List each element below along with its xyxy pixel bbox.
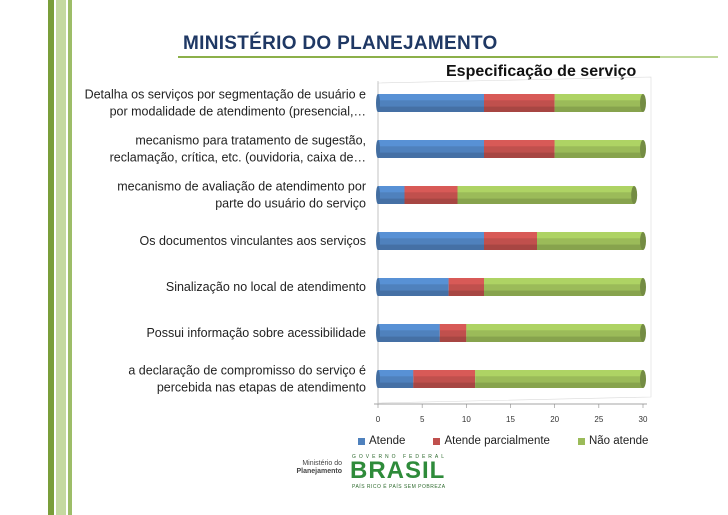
bar-segment-shade — [484, 244, 537, 250]
bar-segment-highlight — [466, 324, 643, 331]
bar-segment-shade — [554, 106, 643, 112]
ministry-line2: Planejamento — [296, 468, 342, 475]
bar-segment-shade — [475, 382, 643, 388]
bar-segment-highlight — [554, 94, 643, 101]
bar-start-cap — [376, 324, 380, 342]
legend-swatch — [577, 437, 585, 445]
bar-segment-shade — [537, 244, 643, 250]
bar-segment-highlight — [448, 278, 484, 285]
bar-end-cap — [640, 94, 646, 112]
category-label: Possui informação sobre acessibilidade — [146, 326, 366, 340]
x-tick-label: 10 — [462, 415, 471, 424]
legend-label: Atende — [369, 435, 406, 447]
bar-segment-shade — [378, 382, 414, 388]
left-stripe-mid — [68, 0, 72, 515]
category-label: reclamação, crítica, etc. (ouvidoria, ca… — [110, 151, 366, 165]
header-divider-light — [660, 56, 718, 58]
bar-segment-highlight — [439, 324, 467, 331]
category-label: a declaração de compromisso do serviço é — [128, 364, 366, 378]
bar-segment-highlight — [475, 370, 643, 377]
left-stripe-dark — [48, 0, 54, 515]
bar-segment-shade — [378, 106, 484, 112]
chart-title: Especificação de serviço — [446, 63, 637, 80]
bar-segment-highlight — [378, 232, 484, 239]
bar-segment-highlight — [484, 94, 555, 101]
legend-swatch — [358, 437, 365, 445]
bar-segment-highlight — [537, 232, 643, 239]
bar-segment-highlight — [378, 94, 484, 101]
bar-segment-shade — [554, 152, 643, 158]
category-label: percebida nas etapas de atendimento — [157, 381, 366, 395]
bar-segment-highlight — [484, 278, 643, 285]
bar-segment-highlight — [484, 140, 555, 147]
x-tick-label: 15 — [506, 415, 515, 424]
bar-end-cap — [640, 232, 646, 250]
brasil-logo: BRASIL — [350, 457, 446, 484]
x-tick-label: 0 — [376, 415, 381, 424]
legend-swatch — [433, 437, 441, 445]
bar-segment-highlight — [378, 140, 484, 147]
bar-segment-highlight — [378, 186, 405, 193]
bar-segment-shade — [413, 382, 476, 388]
bar-segment-shade — [404, 198, 458, 204]
bar-segment-highlight — [484, 232, 537, 239]
bar-start-cap — [376, 370, 380, 388]
x-tick-label: 25 — [594, 415, 603, 424]
header-divider — [178, 56, 718, 58]
bar-segment-highlight — [413, 370, 476, 377]
brasil-slogan: PAÍS RICO É PAÍS SEM POBREZA — [352, 484, 446, 490]
bar-segment-shade — [378, 198, 405, 204]
legend-label: Não atende — [588, 435, 649, 447]
bar-start-cap — [376, 140, 380, 158]
x-tick-label: 20 — [550, 415, 559, 424]
bar-segment-highlight — [378, 278, 449, 285]
bar-end-cap — [640, 324, 646, 342]
left-stripe-light — [56, 0, 66, 515]
bar-segment-shade — [457, 198, 635, 204]
category-label: por modalidade de atendimento (presencia… — [110, 105, 366, 119]
category-label: parte do usuário do serviço — [215, 197, 366, 211]
bar-segment-shade — [378, 336, 440, 342]
bar-segment-highlight — [554, 140, 643, 147]
bar-segment-shade — [448, 290, 484, 296]
category-label: mecanismo de avaliação de atendimento po… — [117, 180, 366, 194]
bar-segment-highlight — [378, 370, 414, 377]
category-label: Os documentos vinculantes aos serviços — [140, 234, 367, 248]
ministry-line1: Ministério do — [302, 460, 342, 467]
legend-item: Não atende — [577, 435, 649, 447]
ministry-logo-text: Ministério do Planejamento — [292, 460, 342, 476]
bar-segment-shade — [439, 336, 467, 342]
bar-segment-shade — [378, 152, 484, 158]
bar-segment-shade — [466, 336, 643, 342]
page-title: MINISTÉRIO DO PLANEJAMENTO — [183, 33, 498, 54]
bar-segment-shade — [378, 244, 484, 250]
bar-segment-shade — [484, 106, 555, 112]
x-tick-label: 30 — [639, 415, 648, 424]
bar-segment-highlight — [378, 324, 440, 331]
bar-start-cap — [376, 94, 380, 112]
chart-legend: Atende Atende parcialmente Não atende — [358, 435, 676, 447]
category-label: Detalha os serviços por segmentação de u… — [85, 88, 366, 102]
bar-segment-shade — [378, 290, 449, 296]
legend-label: Atende parcialmente — [444, 435, 550, 447]
bar-segment-highlight — [457, 186, 635, 193]
bar-start-cap — [376, 186, 380, 204]
bar-end-cap — [640, 370, 646, 388]
legend-item: Atende — [358, 435, 405, 447]
bar-end-cap — [631, 186, 638, 204]
legend-item: Atende parcialmente — [433, 435, 550, 447]
bar-segment-highlight — [404, 186, 458, 193]
gov-federal-label: GOVERNO FEDERAL — [352, 454, 448, 460]
bar-start-cap — [376, 232, 380, 250]
bar-end-cap — [640, 278, 646, 296]
bar-segment-shade — [484, 290, 643, 296]
bar-segment-shade — [484, 152, 555, 158]
category-label: Sinalização no local de atendimento — [166, 280, 366, 294]
bar-start-cap — [376, 278, 380, 296]
category-label: mecanismo para tratamento de sugestão, — [135, 134, 366, 148]
bar-end-cap — [640, 140, 646, 158]
x-tick-label: 5 — [420, 415, 425, 424]
